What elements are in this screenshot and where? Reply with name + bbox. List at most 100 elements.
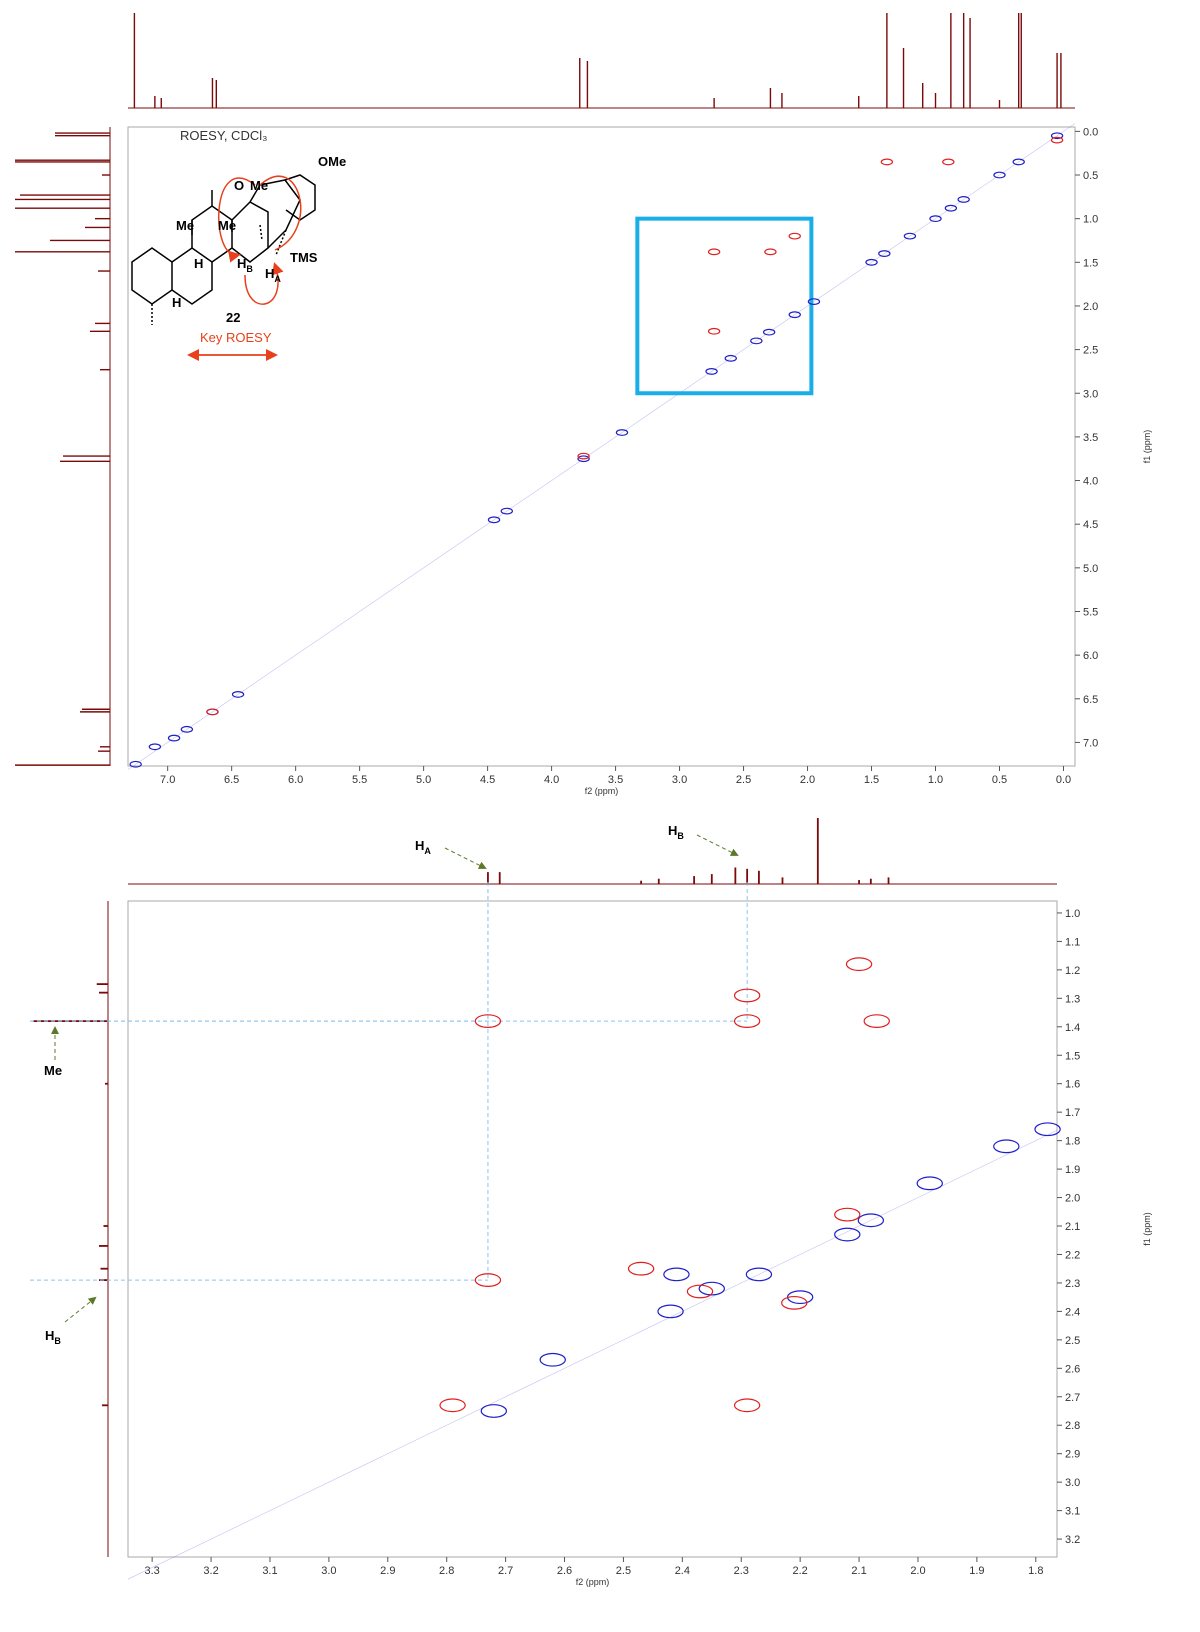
x-tick-label: 3.0: [321, 1565, 336, 1577]
peak-label: Me: [44, 1063, 62, 1078]
x-axis-label: f2 (ppm): [576, 1577, 610, 1587]
peak-label: H: [668, 823, 677, 838]
x-tick-label: 4.5: [480, 774, 495, 786]
x-tick-label: 3.3: [145, 1565, 160, 1577]
atom-label: HA: [265, 266, 281, 284]
x-tick-label: 6.5: [224, 774, 239, 786]
x-tick-label: 6.0: [288, 774, 303, 786]
y-tick-label: 1.2: [1065, 965, 1080, 977]
y-tick-label: 2.9: [1065, 1449, 1080, 1461]
x-tick-label: 2.5: [736, 774, 751, 786]
y-tick-label: 2.0: [1065, 1193, 1080, 1205]
atom-label: HB: [237, 256, 253, 274]
y-tick-label: 1.1: [1065, 936, 1080, 948]
atom-label: Me: [176, 218, 194, 233]
compound-number: 22: [226, 310, 240, 325]
y-tick-label: 5.5: [1083, 606, 1098, 618]
plot-frame: [128, 901, 1057, 1557]
x-tick-label: 3.5: [608, 774, 623, 786]
y-tick-label: 3.5: [1083, 432, 1098, 444]
cross-peak: [765, 249, 776, 255]
y-tick-label: 6.0: [1083, 650, 1098, 662]
y-tick-label: 2.1: [1065, 1221, 1080, 1233]
y-tick-label: 2.8: [1065, 1420, 1080, 1432]
cross-peak: [149, 744, 160, 750]
x-axis-label: f2 (ppm): [585, 786, 619, 796]
peak-subscript: B: [677, 831, 684, 841]
atom-label: OMe: [318, 154, 346, 169]
peak-label: H: [45, 1328, 54, 1343]
cross-peak: [846, 958, 871, 971]
y-tick-label: 0.5: [1083, 170, 1098, 182]
atom-label: H: [265, 266, 274, 281]
cross-peak: [881, 159, 892, 165]
atom-subscript: B: [246, 264, 253, 274]
y-tick-label: 4.5: [1083, 519, 1098, 531]
x-tick-label: 1.8: [1028, 1565, 1043, 1577]
y-tick-label: 2.2: [1065, 1249, 1080, 1261]
page: ROESY, CDCl₃ OMe O Me Me Me H H HB HA TM…: [0, 0, 1200, 1627]
y-tick-label: 7.0: [1083, 737, 1098, 749]
atom-label: O: [234, 178, 244, 193]
y-tick-label: 1.6: [1065, 1079, 1080, 1091]
y-tick-label: 4.0: [1083, 476, 1098, 488]
y-tick-label: 2.3: [1065, 1278, 1080, 1290]
y-tick-label: 0.0: [1083, 126, 1098, 138]
cross-peak: [835, 1228, 860, 1241]
atom-subscript: A: [274, 274, 281, 284]
x-tick-label: 1.9: [969, 1565, 984, 1577]
atom-label: H: [194, 256, 203, 271]
arrow: [697, 835, 737, 855]
y-tick-label: 3.1: [1065, 1506, 1080, 1518]
peak-label: HA: [415, 838, 431, 856]
cross-peak: [664, 1268, 689, 1281]
y-tick-label: 2.5: [1065, 1335, 1080, 1347]
cross-peak: [994, 1140, 1019, 1153]
annotations: ROESY, CDCl₃ OMe O Me Me Me H H HB HA TM…: [172, 128, 346, 345]
y-tick-label: 1.5: [1083, 257, 1098, 269]
arrow: [65, 1298, 95, 1322]
y-tick-label: 6.5: [1083, 694, 1098, 706]
x-tick-label: 3.0: [672, 774, 687, 786]
x-tick-label: 2.1: [851, 1565, 866, 1577]
peak-subscript: B: [54, 1336, 61, 1346]
cross-peak: [658, 1305, 683, 1318]
x-tick-label: 1.5: [864, 774, 879, 786]
y-tick-label: 3.2: [1065, 1534, 1080, 1546]
x-tick-label: 2.5: [616, 1565, 631, 1577]
experiment: ROESY, CDCl₃: [180, 128, 267, 143]
x-tick-label: 2.0: [800, 774, 815, 786]
y-tick-label: 1.7: [1065, 1107, 1080, 1119]
y-tick-label: 1.8: [1065, 1136, 1080, 1148]
y-tick-label: 2.4: [1065, 1306, 1080, 1318]
x-tick-label: 2.0: [910, 1565, 925, 1577]
cross-peak: [917, 1177, 942, 1190]
y-tick-label: 1.0: [1065, 908, 1080, 920]
structure: [132, 175, 315, 325]
x-tick-label: 2.9: [380, 1565, 395, 1577]
peak-label: H: [415, 838, 424, 853]
y-tick-label: 1.9: [1065, 1164, 1080, 1176]
peak-subscript: A: [424, 846, 431, 856]
cross-peak: [789, 233, 800, 239]
peak-label: HB: [45, 1328, 61, 1346]
atom-label: Me: [218, 218, 236, 233]
x-tick-label: 7.0: [160, 774, 175, 786]
cross-peak: [440, 1399, 465, 1412]
y-tick-label: 1.5: [1065, 1050, 1080, 1062]
atom-label: Me: [250, 178, 268, 193]
y-tick-label: 1.4: [1065, 1022, 1080, 1034]
x-tick-label: 3.2: [203, 1565, 218, 1577]
arrow: [445, 848, 485, 868]
atom-label: H: [172, 295, 181, 310]
y-tick-label: 1.3: [1065, 993, 1080, 1005]
cross-peak: [540, 1353, 565, 1366]
diagonal: [128, 124, 1075, 770]
x-tick-label: 2.7: [498, 1565, 513, 1577]
highlight-box: [637, 219, 811, 394]
x-tick-label: 2.4: [675, 1565, 690, 1577]
y-tick-label: 3.0: [1065, 1477, 1080, 1489]
x-tick-label: 2.6: [557, 1565, 572, 1577]
cross-peak: [481, 1405, 506, 1418]
cross-peak: [709, 328, 720, 334]
